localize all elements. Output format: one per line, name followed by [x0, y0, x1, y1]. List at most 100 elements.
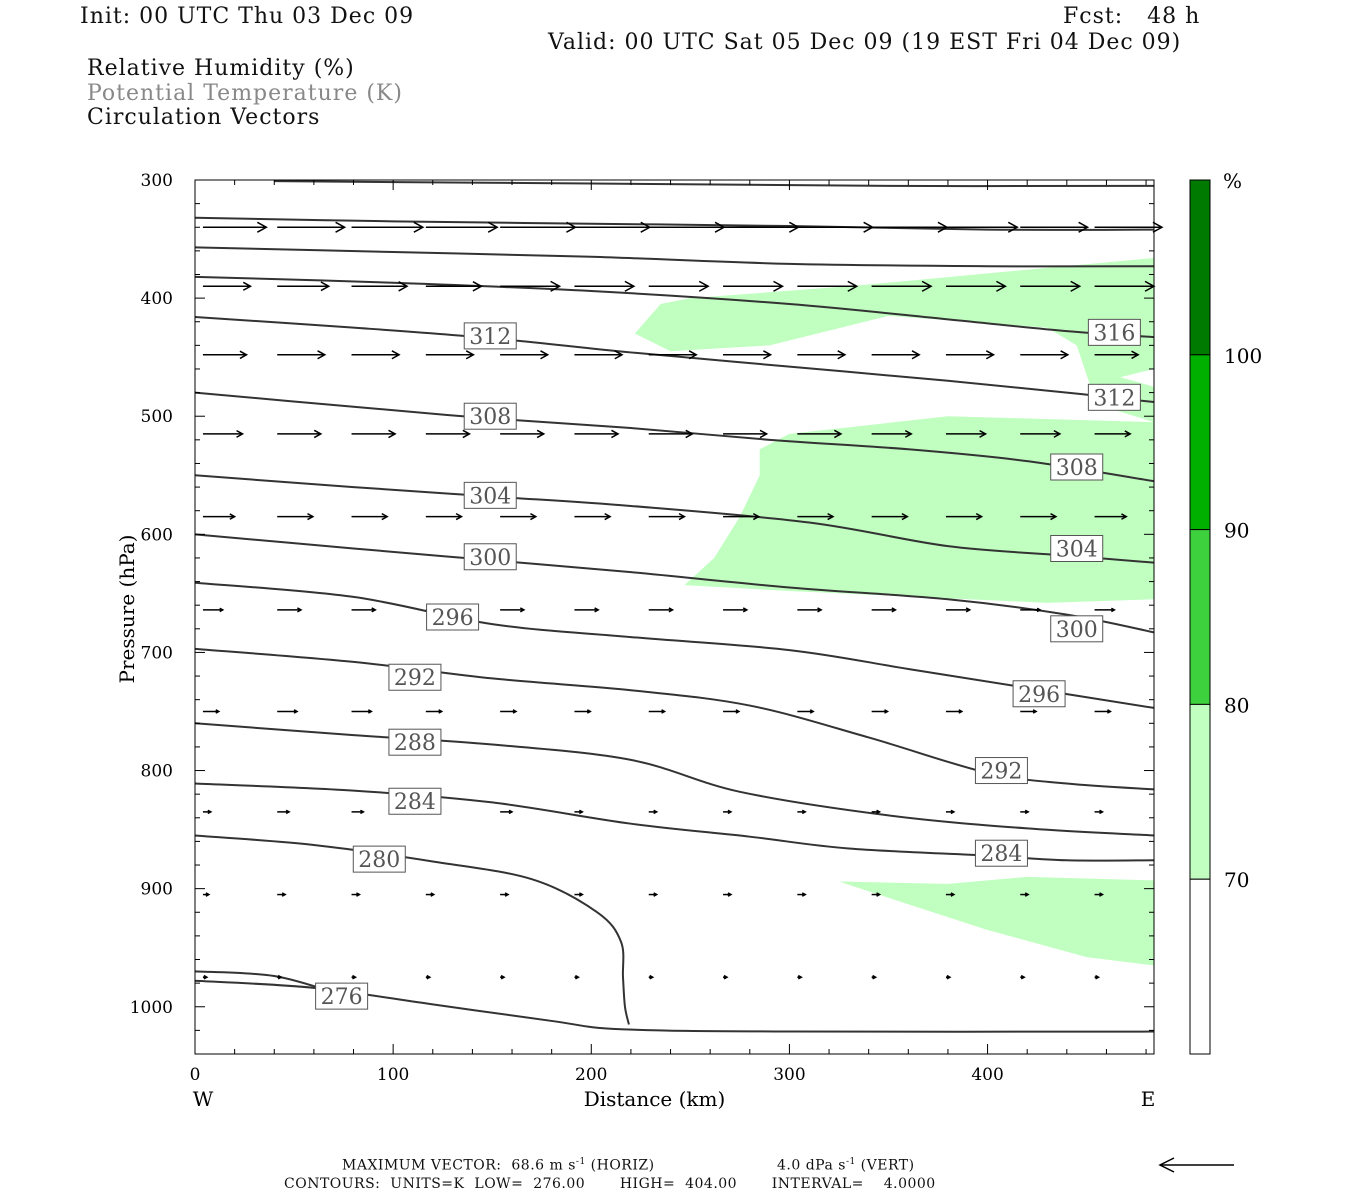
theta-contour-288: [195, 722, 1154, 837]
circulation-vector: [945, 974, 952, 980]
circulation-vector: [351, 281, 409, 292]
circulation-vector: [723, 350, 773, 360]
theta-contour-328: [274, 180, 1154, 188]
circulation-vector: [500, 709, 518, 714]
circulation-vector: [797, 512, 835, 521]
circulation-vector: [648, 974, 655, 980]
circulation-vector: [500, 892, 510, 897]
circulation-vector: [945, 350, 996, 360]
circulation-vector: [871, 280, 933, 292]
circulation-vector: [574, 429, 620, 439]
contour-label-box: [974, 757, 1028, 785]
contour-label-text: 276: [321, 985, 363, 1010]
circulation-vector: [202, 513, 237, 520]
colorbar-band: [1189, 354, 1211, 531]
contour-label-text: 312: [1093, 386, 1135, 411]
circulation-vector: [648, 512, 686, 521]
axes-layer: 300 400 500 600 700 800 900 1000 0 100 200 300 400 Di…: [115, 171, 1155, 1111]
valid-time: Valid: 00 UTC Sat 05 Dec 09 (19 EST Fri …: [548, 30, 1182, 55]
max-vert-text: 4.0 dPa s-1 (VERT): [777, 1157, 915, 1174]
y-tick-label: 900: [141, 880, 173, 900]
contour-label-text: 288: [394, 731, 436, 756]
circulation-vector: [871, 809, 882, 815]
circulation-vector: [945, 607, 972, 613]
circulation-vector: [871, 892, 882, 897]
circulation-vector: [723, 280, 785, 292]
circulation-vector: [1020, 221, 1090, 233]
east-label: E: [1141, 1087, 1156, 1111]
colorbar: 100 90 80 70%: [1158, 169, 1262, 1173]
forecast-hour: Fcst: 48 h: [1063, 4, 1201, 29]
theta-contour-layer: [195, 180, 1154, 1033]
circulation-vector: [945, 709, 964, 714]
theta-contour-320: [195, 246, 1154, 268]
contour-label-312: 312: [1087, 383, 1141, 411]
x-tick-label: 300: [773, 1065, 805, 1085]
contour-label-300: 300: [463, 543, 517, 571]
contour-label-312: 312: [463, 322, 517, 350]
circulation-vector: [1020, 429, 1062, 438]
contour-label-box: [463, 322, 517, 350]
circulation-vector: [1020, 607, 1042, 613]
circulation-vector: [351, 429, 397, 439]
contour-label-box: [388, 663, 442, 691]
circulation-vector: [723, 512, 761, 521]
circulation-vector: [797, 607, 823, 613]
init-time: Init: 00 UTC Thu 03 Dec 09: [80, 4, 415, 29]
colorbar-label: 70: [1224, 868, 1249, 892]
circulation-vector: [945, 280, 1007, 292]
circulation-vector: [202, 281, 253, 291]
contour-label-box: [352, 845, 406, 873]
circulation-vector: [1020, 892, 1030, 897]
circulation-vector: [1020, 350, 1070, 360]
circulation-vector: [723, 974, 729, 980]
contour-label-text: 304: [1056, 537, 1098, 562]
contours-info: CONTOURS: UNITS=K LOW= 276.00 HIGH= 404.…: [284, 1176, 936, 1192]
contour-label-text: 296: [432, 606, 474, 631]
circulation-vector: [574, 709, 592, 714]
circulation-vector: [723, 809, 733, 815]
circulation-vector: [797, 974, 803, 980]
y-tick-label: 700: [141, 643, 173, 663]
theta-contour-308: [195, 391, 1154, 483]
circulation-vector: [277, 809, 291, 815]
colorbar-label: 100: [1224, 344, 1262, 368]
circulation-vector: [574, 974, 580, 980]
circulation-vector: [277, 429, 323, 439]
contour-label-304: 304: [1050, 534, 1104, 562]
circulation-vector: [351, 892, 362, 897]
circulation-vector: [648, 809, 659, 815]
circulation-vector: [574, 280, 636, 292]
circulation-vector: [202, 974, 209, 980]
circulation-vector: [574, 350, 624, 360]
circulation-vector: [351, 221, 425, 233]
circulation-vector: [500, 974, 506, 980]
circulation-vector: [797, 709, 815, 714]
circulation-vector: [871, 512, 909, 521]
circulation-vector: [202, 709, 221, 714]
circulation-vector: [277, 221, 347, 233]
circulation-vector: [202, 607, 225, 613]
y-tick-label: 500: [141, 407, 173, 427]
circulation-vector: [500, 429, 546, 439]
contour-label-text: 308: [469, 405, 511, 430]
contour-label-284: 284: [974, 839, 1028, 867]
theta-contour-280: [195, 834, 630, 1025]
circulation-vector: [425, 512, 464, 521]
contour-label-300: 300: [1050, 615, 1104, 643]
contour-label-text: 296: [1018, 683, 1060, 708]
circulation-vector: [871, 709, 890, 714]
reference-vector-arrow: [1158, 1157, 1234, 1173]
contour-label-box: [1050, 453, 1104, 481]
circulation-vector: [648, 892, 659, 897]
circulation-vector: [648, 350, 698, 360]
circulation-vector: [1020, 512, 1058, 521]
circulation-vector: [648, 429, 694, 439]
circulation-vector: [500, 607, 526, 613]
max-vector-text: MAXIMUM VECTOR: 68.6 m s-1 (HORIZ): [342, 1157, 655, 1174]
y-tick-label: 1000: [130, 998, 173, 1018]
circulation-vector: [1094, 607, 1116, 613]
circulation-vector: [797, 280, 859, 292]
circulation-vector: [574, 892, 584, 897]
